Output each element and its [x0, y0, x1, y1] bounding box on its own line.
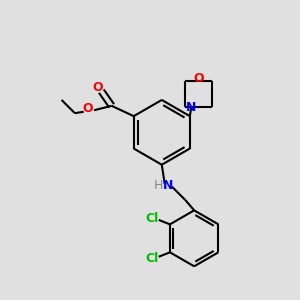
Text: O: O [92, 81, 103, 94]
Text: Cl: Cl [146, 212, 159, 225]
Text: H: H [154, 179, 164, 192]
Text: Cl: Cl [146, 252, 159, 265]
Text: O: O [83, 102, 93, 115]
Text: N: N [163, 179, 173, 192]
Text: O: O [193, 72, 204, 85]
Text: N: N [186, 101, 196, 114]
